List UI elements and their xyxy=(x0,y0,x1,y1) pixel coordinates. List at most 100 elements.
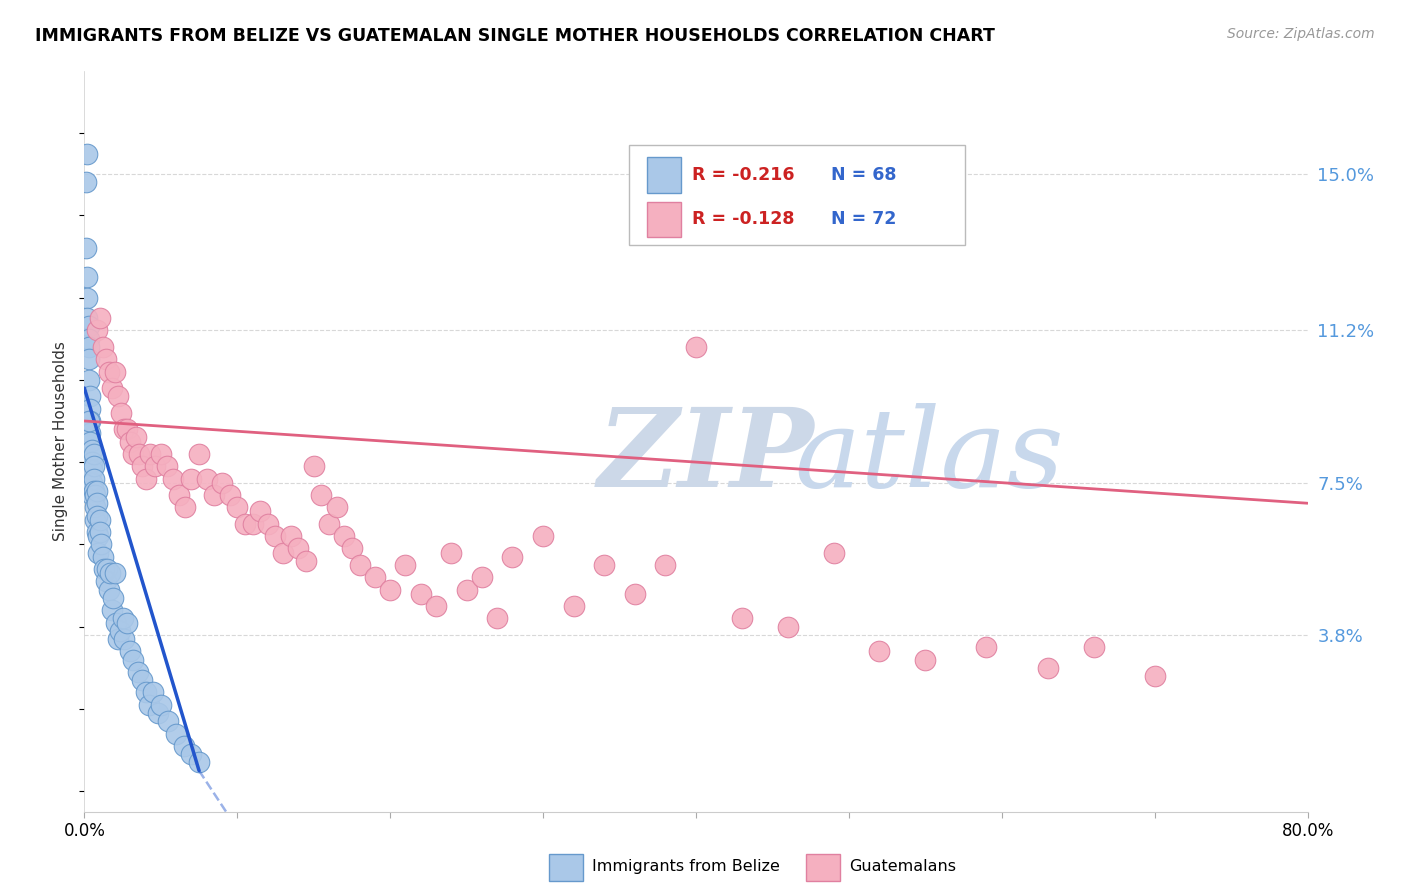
Point xyxy=(180,747,202,761)
Text: R = -0.128: R = -0.128 xyxy=(692,211,794,228)
Point xyxy=(77,340,100,354)
FancyBboxPatch shape xyxy=(647,202,682,237)
Point xyxy=(80,463,103,477)
Point xyxy=(108,624,131,638)
Point xyxy=(107,632,129,646)
Text: ZIP: ZIP xyxy=(598,402,814,510)
Point xyxy=(115,422,138,436)
Text: Source: ZipAtlas.com: Source: ZipAtlas.com xyxy=(1227,27,1375,41)
Point xyxy=(318,516,340,531)
Point xyxy=(156,459,179,474)
Point xyxy=(364,570,387,584)
Point xyxy=(502,549,524,564)
Point xyxy=(287,541,309,556)
Point xyxy=(110,406,132,420)
Point xyxy=(456,582,478,597)
Point xyxy=(143,459,166,474)
Point xyxy=(111,611,134,625)
Point xyxy=(76,291,98,305)
Point xyxy=(87,545,110,560)
Point xyxy=(79,401,101,416)
Point xyxy=(98,566,121,581)
Point xyxy=(75,241,97,255)
Text: IMMIGRANTS FROM BELIZE VS GUATEMALAN SINGLE MOTHER HOUSEHOLDS CORRELATION CHART: IMMIGRANTS FROM BELIZE VS GUATEMALAN SIN… xyxy=(35,27,995,45)
Point xyxy=(86,483,108,498)
Point xyxy=(127,665,149,679)
Point xyxy=(80,442,103,457)
Point xyxy=(103,591,125,605)
Point xyxy=(112,632,135,646)
Point xyxy=(112,422,135,436)
Point xyxy=(76,270,98,285)
Point xyxy=(142,685,165,699)
Text: N = 72: N = 72 xyxy=(831,211,896,228)
FancyBboxPatch shape xyxy=(550,854,583,880)
Point xyxy=(380,582,402,597)
Point xyxy=(97,365,120,379)
Text: atlas: atlas xyxy=(794,402,1063,510)
Point xyxy=(83,483,105,498)
Point xyxy=(139,447,162,461)
Point xyxy=(77,352,100,367)
Point xyxy=(333,529,356,543)
Text: N = 68: N = 68 xyxy=(831,166,896,184)
Point xyxy=(188,756,211,770)
Point xyxy=(440,545,463,560)
Point xyxy=(94,352,117,367)
Point xyxy=(914,652,936,666)
Point xyxy=(86,524,108,539)
Point xyxy=(531,529,554,543)
Point xyxy=(242,516,264,531)
Point xyxy=(1143,669,1166,683)
Point xyxy=(77,414,100,428)
Point xyxy=(122,447,145,461)
Point xyxy=(731,611,754,625)
Point xyxy=(1083,640,1105,655)
Point xyxy=(80,475,103,490)
Point xyxy=(174,500,197,515)
Point xyxy=(131,673,153,687)
Point xyxy=(394,558,416,572)
Point xyxy=(120,644,142,658)
Point xyxy=(79,389,101,403)
Point xyxy=(83,447,105,461)
Point xyxy=(128,447,150,461)
Point xyxy=(295,554,318,568)
Point xyxy=(84,488,107,502)
Point xyxy=(165,726,187,740)
Point xyxy=(86,324,108,338)
Point xyxy=(115,615,138,630)
Point xyxy=(94,574,117,589)
Point xyxy=(409,587,432,601)
Point xyxy=(83,471,105,485)
Point xyxy=(271,545,294,560)
Point xyxy=(167,488,190,502)
Point xyxy=(76,146,98,161)
Point xyxy=(79,426,101,441)
Point xyxy=(76,332,98,346)
Point xyxy=(146,706,169,720)
Point xyxy=(79,434,101,449)
Point xyxy=(486,611,509,625)
Point xyxy=(823,545,845,560)
Point xyxy=(349,558,371,572)
Text: Guatemalans: Guatemalans xyxy=(849,859,956,874)
Point xyxy=(87,529,110,543)
Point xyxy=(135,471,157,485)
Point xyxy=(101,603,124,617)
Point xyxy=(264,529,287,543)
Point xyxy=(188,447,211,461)
Point xyxy=(425,599,447,613)
Point xyxy=(340,541,363,556)
Point xyxy=(104,566,127,581)
Point xyxy=(91,549,114,564)
Point xyxy=(84,500,107,515)
FancyBboxPatch shape xyxy=(806,854,841,880)
Point xyxy=(325,500,347,515)
Point xyxy=(149,698,172,712)
Point xyxy=(104,365,127,379)
Point xyxy=(120,434,142,449)
Point xyxy=(101,381,124,395)
Point xyxy=(976,640,998,655)
Point xyxy=(75,176,97,190)
